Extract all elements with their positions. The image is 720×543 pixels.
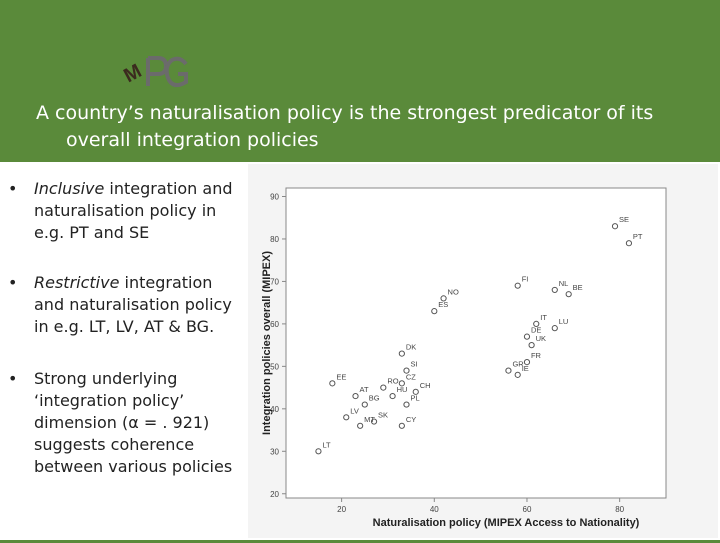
point-label: IE [522, 364, 529, 373]
point-label: DK [406, 343, 416, 352]
data-point [533, 320, 540, 327]
data-point [505, 367, 512, 374]
data-point [380, 384, 387, 391]
bullet-list: • Inclusive integration and naturalisati… [8, 178, 244, 500]
y-tick-label: 40 [270, 405, 279, 414]
chart-panel: 20 30 40 50 60 70 80 90 20 40 60 80 SE PT FI NL BE NO ES… [248, 164, 718, 538]
point-label: LU [559, 317, 569, 326]
point-label: HU [397, 385, 408, 394]
y-tick-label: 30 [270, 447, 279, 456]
point-label: EE [336, 372, 346, 381]
data-point [625, 240, 633, 247]
data-point [352, 392, 359, 400]
data-point [403, 401, 410, 408]
data-point [440, 295, 447, 302]
x-tick-label: 20 [337, 505, 346, 514]
y-tick-label: 20 [270, 490, 279, 499]
data-point [431, 308, 438, 315]
y-tick-label: 70 [270, 277, 279, 286]
y-tick-label: 50 [270, 362, 279, 371]
y-axis-ticks: 20 30 40 50 60 70 80 90 [270, 192, 286, 499]
point-label: NL [559, 279, 569, 288]
bullet-emphasis: Restrictive [34, 273, 120, 292]
bullet-text: Strong underlying ‘integration policy’ d… [34, 369, 233, 476]
logo-m-glyph: M [122, 60, 145, 87]
x-tick-label: 60 [523, 505, 532, 514]
data-point [514, 371, 521, 378]
slide-title: A country’s naturalisation policy is the… [36, 100, 706, 154]
x-axis-label: Naturalisation policy (MIPEX Access to N… [373, 517, 640, 529]
bullet-dimension: • Strong underlying ‘integration policy’… [8, 368, 244, 478]
point-label: AT [360, 385, 369, 394]
bullet-emphasis: Inclusive [34, 179, 105, 198]
point-label: DE [531, 326, 541, 335]
point-label: GR [512, 360, 524, 369]
data-point [528, 342, 535, 349]
point-label: SE [619, 215, 629, 224]
mpg-logo: M [122, 56, 188, 88]
point-label: CH [420, 381, 431, 390]
point-label: FR [531, 351, 542, 360]
title-line-1: A country’s naturalisation policy is the… [36, 102, 654, 124]
point-label: BE [573, 283, 583, 292]
data-point [398, 350, 405, 357]
point-label: FI [522, 275, 529, 284]
data-point [514, 282, 521, 289]
point-label: NO [448, 287, 459, 296]
data-point [403, 367, 410, 374]
data-point [361, 401, 368, 408]
point-label: LV [350, 406, 359, 415]
bullet-marker: • [8, 179, 18, 198]
data-point [551, 325, 558, 332]
point-label: SK [378, 411, 388, 420]
point-label: MT [364, 415, 375, 424]
bullet-marker: • [8, 369, 18, 388]
data-point [523, 359, 531, 366]
bullet-text: integration and naturalisation policy in… [34, 273, 232, 336]
data-point [611, 223, 619, 230]
bullet-marker: • [8, 273, 18, 292]
data-point [551, 286, 558, 294]
y-tick-label: 60 [270, 320, 279, 329]
y-tick-label: 80 [270, 235, 279, 244]
plot-area [285, 187, 667, 499]
data-point [565, 291, 572, 298]
data-point [357, 422, 364, 429]
point-label: SI [410, 360, 417, 369]
point-label: CZ [406, 372, 416, 381]
point-label: IT [540, 313, 547, 322]
data-point [343, 414, 350, 421]
point-label: BG [369, 394, 380, 403]
logo-g-glyph [164, 56, 188, 88]
data-point [523, 333, 531, 340]
bullet-restrictive: • Restrictive integration and naturalisa… [8, 272, 244, 338]
point-label: UK [536, 334, 546, 343]
point-label: PL [410, 394, 419, 403]
y-axis-label: Integration policies overall (MIPEX) [261, 251, 273, 435]
point-label: CY [406, 415, 416, 424]
y-tick-label: 90 [270, 192, 279, 201]
x-tick-label: 80 [615, 505, 624, 514]
data-point [370, 418, 378, 425]
data-point [398, 422, 405, 429]
data-point [412, 388, 419, 395]
point-label: PT [633, 232, 643, 241]
scatter-chart: 20 30 40 50 60 70 80 90 20 40 60 80 SE PT FI NL BE NOES… [261, 187, 667, 529]
data-point [389, 392, 396, 400]
point-label: ES [438, 300, 448, 309]
point-label: LT [322, 440, 331, 449]
point-label: RO [387, 377, 398, 386]
bullet-inclusive: • Inclusive integration and naturalisati… [8, 178, 244, 244]
title-line-2: overall integration policies [66, 129, 319, 151]
x-tick-label: 40 [430, 505, 439, 514]
header-banner [0, 0, 720, 162]
data-point [329, 380, 336, 387]
logo-p-glyph [146, 56, 169, 86]
data-point [398, 380, 405, 387]
x-axis-ticks: 20 40 60 80 [337, 498, 625, 514]
bullet-text: integration and naturalisation policy in… [34, 179, 233, 242]
data-point [315, 448, 322, 455]
